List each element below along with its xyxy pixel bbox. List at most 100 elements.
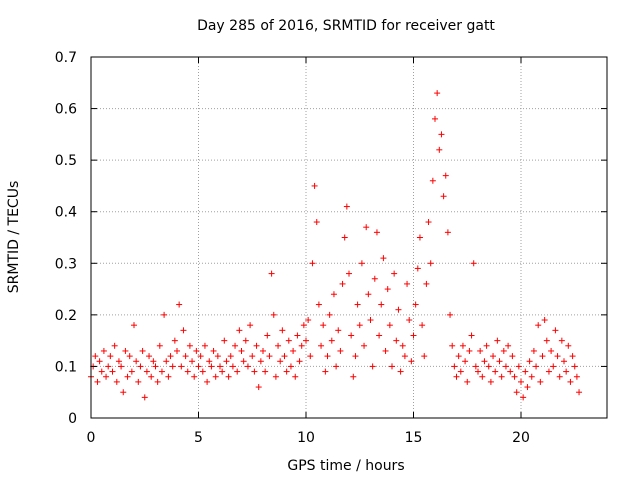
data-point — [150, 358, 157, 365]
data-point — [438, 131, 445, 138]
data-point — [195, 363, 202, 370]
data-point — [371, 275, 378, 282]
data-point — [253, 342, 260, 349]
data-point — [191, 373, 198, 380]
data-point — [361, 342, 368, 349]
data-point — [502, 363, 509, 370]
data-point — [537, 378, 544, 385]
data-point — [373, 229, 380, 236]
data-point — [184, 368, 191, 375]
data-point — [189, 358, 196, 365]
data-point — [247, 322, 254, 329]
data-point — [212, 373, 219, 380]
data-point — [346, 270, 352, 277]
data-point — [410, 332, 417, 339]
data-point — [176, 301, 183, 308]
data-point — [318, 342, 325, 349]
data-point — [337, 347, 344, 354]
data-point — [530, 347, 537, 354]
data-point — [427, 260, 434, 267]
data-point — [281, 353, 288, 360]
data-point — [240, 358, 247, 365]
y-tick-label: 0.4 — [55, 205, 77, 221]
data-point — [238, 347, 245, 354]
data-point — [290, 347, 297, 354]
data-point — [466, 347, 473, 354]
data-point — [122, 347, 129, 354]
data-point — [483, 342, 490, 349]
data-point — [412, 301, 419, 308]
series-srmtid — [88, 90, 583, 401]
data-point — [535, 322, 542, 329]
data-point — [152, 363, 159, 370]
data-point — [300, 322, 307, 329]
data-point — [163, 358, 170, 365]
data-point — [354, 301, 361, 308]
data-point — [341, 234, 348, 241]
data-point — [307, 353, 314, 360]
data-point — [498, 373, 505, 380]
chart-title: Day 285 of 2016, SRMTID for receiver gat… — [197, 18, 495, 34]
data-point — [242, 337, 249, 344]
data-point — [533, 363, 540, 370]
data-point — [335, 327, 342, 334]
data-point — [262, 368, 269, 375]
data-point — [358, 260, 365, 267]
data-point — [401, 353, 408, 360]
data-point — [556, 373, 563, 380]
data-point — [141, 394, 148, 401]
data-point — [333, 363, 340, 370]
x-tick-label: 0 — [87, 430, 96, 446]
data-point — [210, 347, 217, 354]
data-point — [419, 322, 426, 329]
data-point — [513, 389, 520, 396]
data-point — [554, 353, 561, 360]
data-point — [105, 363, 112, 370]
data-point — [429, 177, 436, 184]
data-point — [440, 193, 447, 200]
data-point — [92, 353, 99, 360]
data-point — [182, 353, 189, 360]
data-point — [156, 342, 163, 349]
data-point — [421, 353, 428, 360]
data-point — [133, 358, 140, 365]
data-point — [311, 182, 318, 189]
data-point — [518, 378, 524, 385]
data-point — [468, 332, 475, 339]
data-point — [171, 337, 178, 344]
data-point — [423, 280, 430, 287]
data-point — [490, 353, 497, 360]
data-point — [161, 311, 168, 318]
data-point — [236, 327, 243, 334]
plot-frame — [90, 56, 608, 419]
data-point — [367, 317, 374, 324]
data-point — [296, 358, 303, 365]
data-point — [399, 342, 406, 349]
data-point — [257, 358, 264, 365]
data-point — [272, 373, 279, 380]
data-point — [115, 358, 122, 365]
data-point — [174, 347, 180, 354]
y-tick-label: 0 — [68, 411, 77, 427]
data-point — [244, 363, 251, 370]
data-point — [120, 389, 127, 396]
data-point — [94, 378, 101, 385]
data-point — [264, 332, 271, 339]
data-point — [214, 353, 221, 360]
data-point — [232, 342, 239, 349]
data-point — [206, 358, 213, 365]
data-point — [167, 353, 174, 360]
data-point — [178, 363, 185, 370]
data-point — [449, 342, 456, 349]
data-point — [352, 353, 359, 360]
data-point — [320, 322, 327, 329]
y-tick-label: 0.6 — [55, 102, 77, 118]
data-point — [511, 373, 518, 380]
data-point — [505, 342, 512, 349]
data-point — [146, 353, 153, 360]
data-point — [277, 358, 284, 365]
data-point — [315, 301, 322, 308]
data-point — [96, 358, 103, 365]
data-point — [219, 368, 226, 375]
